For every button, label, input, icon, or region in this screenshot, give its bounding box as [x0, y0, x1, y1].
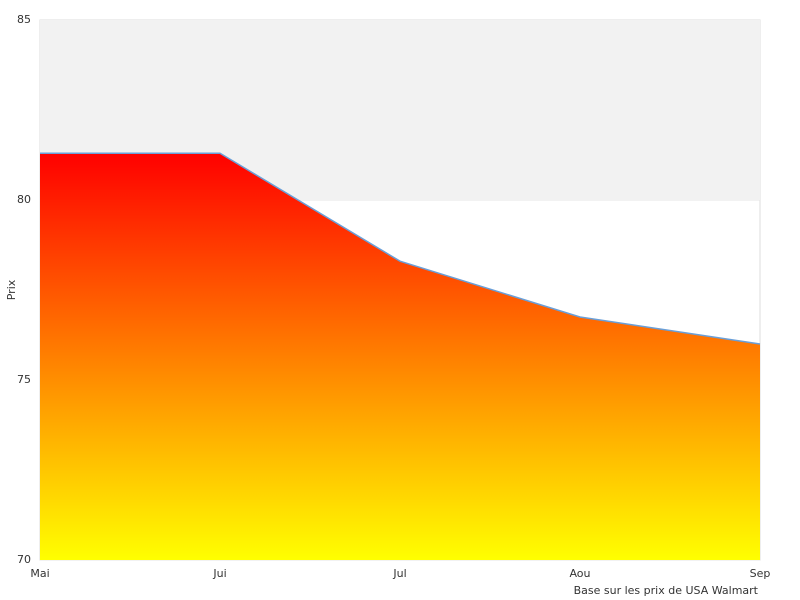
caption: Base sur les prix de USA Walmart [574, 584, 759, 597]
area [40, 153, 760, 560]
line [40, 152, 761, 345]
y-axis-label: Prix [5, 279, 18, 300]
x-tick-label: Jui [212, 567, 226, 580]
x-tick-label: Jul [392, 567, 406, 580]
y-tick-label: 75 [17, 373, 31, 386]
x-tick-label: Mai [30, 567, 49, 580]
y-tick-label: 80 [17, 193, 31, 206]
y-tick-label: 85 [17, 13, 31, 26]
x-tick-label: Aou [569, 567, 590, 580]
x-tick-label: Sep [750, 567, 771, 580]
y-tick-label: 70 [17, 553, 31, 566]
